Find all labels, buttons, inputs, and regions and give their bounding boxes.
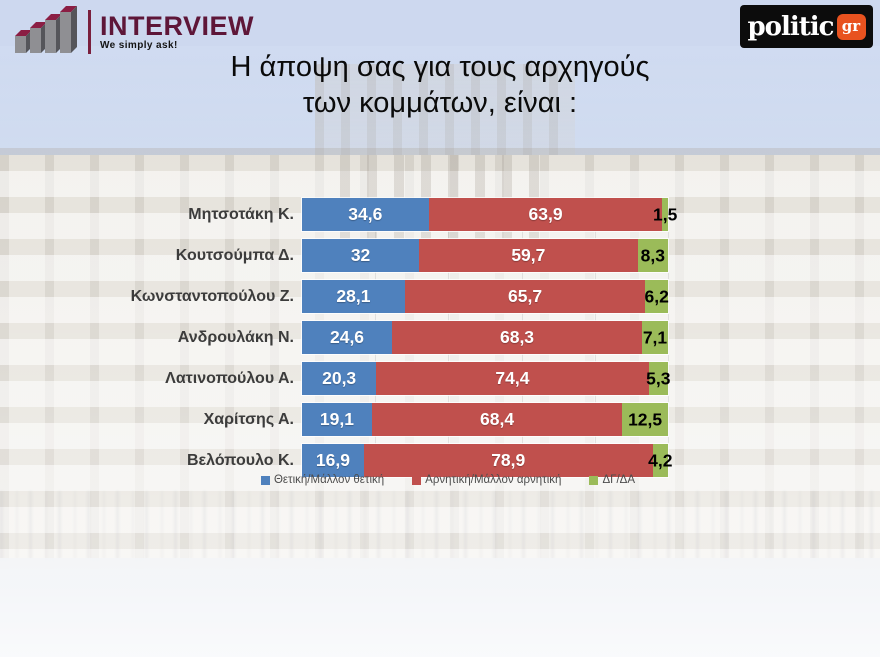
category-label: Κουτσούμπα Δ.: [175, 247, 294, 264]
top-band: [0, 0, 880, 46]
bar-segment-negative: 68,4: [371, 403, 623, 436]
bar-segment-negative: 65,7: [404, 280, 646, 313]
bar-value-label: 74,4: [495, 368, 530, 388]
legend-label-positive: Θετική/Μάλλον θετική: [273, 474, 385, 486]
bar-row: 16,9 78,9 4,2: [302, 444, 672, 477]
bar-row: 24,6 68,3 7,1: [302, 321, 668, 354]
bar-value-label: 78,9: [491, 450, 526, 470]
bar-value-label: 1,5: [653, 204, 678, 224]
bar-value-label: 16,9: [315, 450, 350, 470]
bar-row: 19,1 68,4 12,5: [302, 403, 668, 436]
chart-title-line2: των κομμάτων, είναι :: [302, 87, 578, 119]
bar-value-label: 19,1: [319, 409, 354, 429]
bar-value-label: 5,3: [646, 368, 671, 388]
bar-row: 28,1 65,7 6,2: [302, 280, 669, 313]
legend-item-negative: Αρνητική/Μάλλον αρνητική: [412, 474, 561, 486]
bar-value-label: 59,7: [511, 245, 546, 265]
gridline: [668, 198, 669, 477]
category-label: Κωνσταντοπούλου Ζ.: [130, 288, 294, 305]
bar-value-label: 28,1: [336, 286, 371, 306]
bar-value-label: 68,3: [499, 327, 535, 347]
bar-segment-positive: 19,1: [302, 403, 372, 436]
bar-value-label: 24,6: [329, 327, 365, 347]
plot-area: 34,6 63,9 1,5 32 59,7 8,3 28,1 65,7 6,2 24,6 68,3 7…: [302, 198, 677, 477]
bar-segment-negative: 68,3: [392, 321, 642, 354]
legend-swatch-negative: [412, 475, 422, 485]
logo-divider: [88, 10, 91, 54]
bar-value-label: 34,6: [348, 204, 383, 224]
bar-value-label: 4,2: [648, 450, 673, 470]
legend-item-dk-na: ΔΓ/ΔΑ: [589, 474, 635, 486]
legend-swatch-positive: [260, 475, 270, 485]
bar-value-label: 6,2: [644, 286, 669, 306]
bar-segment-negative: 59,7: [419, 239, 638, 272]
bar-value-label: 12,5: [628, 409, 663, 429]
bar-segment-negative: 63,9: [428, 198, 663, 231]
category-labels: Μητσοτάκη Κ. Κουτσούμπα Δ. Κωνσταντοπούλου…: [0, 198, 294, 477]
bar-segment-dk-na: 12,5: [622, 403, 668, 436]
bar-row: 34,6 63,9 1,5: [302, 198, 677, 231]
category-label: Ανδρουλάκη Ν.: [177, 329, 294, 346]
bar-row: 32 59,7 8,3: [302, 239, 668, 272]
legend-label-dk-na: ΔΓ/ΔΑ: [602, 474, 636, 486]
bar-value-label: 68,4: [480, 409, 515, 429]
bar-value-label: 7,1: [642, 327, 668, 347]
legend-label-negative: Αρνητική/Μάλλον αρνητική: [425, 474, 562, 486]
politic-gr-badge: gr: [836, 13, 866, 40]
legend-swatch-dk-na: [589, 475, 599, 485]
bar-value-label: 20,3: [322, 368, 357, 388]
bar-segment-dk-na: 6,2: [644, 280, 669, 313]
category-label: Βελόπουλο Κ.: [187, 452, 294, 469]
politic-gr-logo: politic gr: [740, 5, 873, 48]
bar-segment-negative: 78,9: [363, 444, 653, 477]
bar-segment-positive: 32: [302, 239, 420, 272]
bar-segment-dk-na: 5,3: [646, 362, 671, 395]
bar-segment-dk-na: 1,5: [653, 198, 677, 231]
interview-logo-tagline: We simply ask!: [100, 40, 178, 51]
bar-segment-dk-na: 8,3: [637, 239, 668, 272]
bar-segment-dk-na: 4,2: [648, 444, 672, 477]
bar-value-label: 8,3: [640, 245, 665, 265]
bar-segment-positive: 28,1: [302, 280, 405, 313]
bar-segment-positive: 16,9: [302, 444, 364, 477]
category-label: Μητσοτάκη Κ.: [188, 206, 294, 223]
politic-gr-badge-text: gr: [841, 17, 861, 35]
interview-logo: INTERVIEW We simply ask!: [14, 5, 255, 60]
chart-title-line1: Η άποψη σας για τους αρχηγούς: [230, 51, 650, 83]
bar-row: 20,3 74,4 5,3: [302, 362, 671, 395]
bar-value-label: 63,9: [528, 204, 563, 224]
bar-value-label: 65,7: [508, 286, 543, 306]
legend-item-positive: Θετική/Μάλλον θετική: [260, 474, 385, 486]
parliament-roofline: [0, 148, 880, 155]
category-label: Λατινοπούλου Α.: [165, 370, 294, 387]
bar-segment-positive: 20,3: [302, 362, 377, 395]
politic-logo-text: politic: [747, 11, 835, 42]
crowd-silhouettes: [0, 491, 880, 559]
interview-logo-text: INTERVIEW: [100, 11, 255, 41]
bar-chart-icon: [14, 5, 80, 60]
bar-value-label: 32: [350, 245, 371, 265]
chart-title: Η άποψη σας για τους αρχηγούς των κομμάτ…: [0, 49, 880, 121]
bar-segment-negative: 74,4: [376, 362, 649, 395]
category-label: Χαρίτσης Α.: [203, 411, 294, 428]
bar-segment-positive: 34,6: [302, 198, 429, 231]
stacked-bar-chart: Μητσοτάκη Κ. Κουτσούμπα Δ. Κωνσταντοπούλου…: [0, 198, 880, 498]
bar-segment-dk-na: 7,1: [642, 321, 668, 354]
chart-legend: Θετική/Μάλλον θετική Αρνητική/Μάλλον αρν…: [8, 474, 880, 486]
syntagma-plaza: [0, 558, 880, 657]
bar-segment-positive: 24,6: [302, 321, 393, 354]
